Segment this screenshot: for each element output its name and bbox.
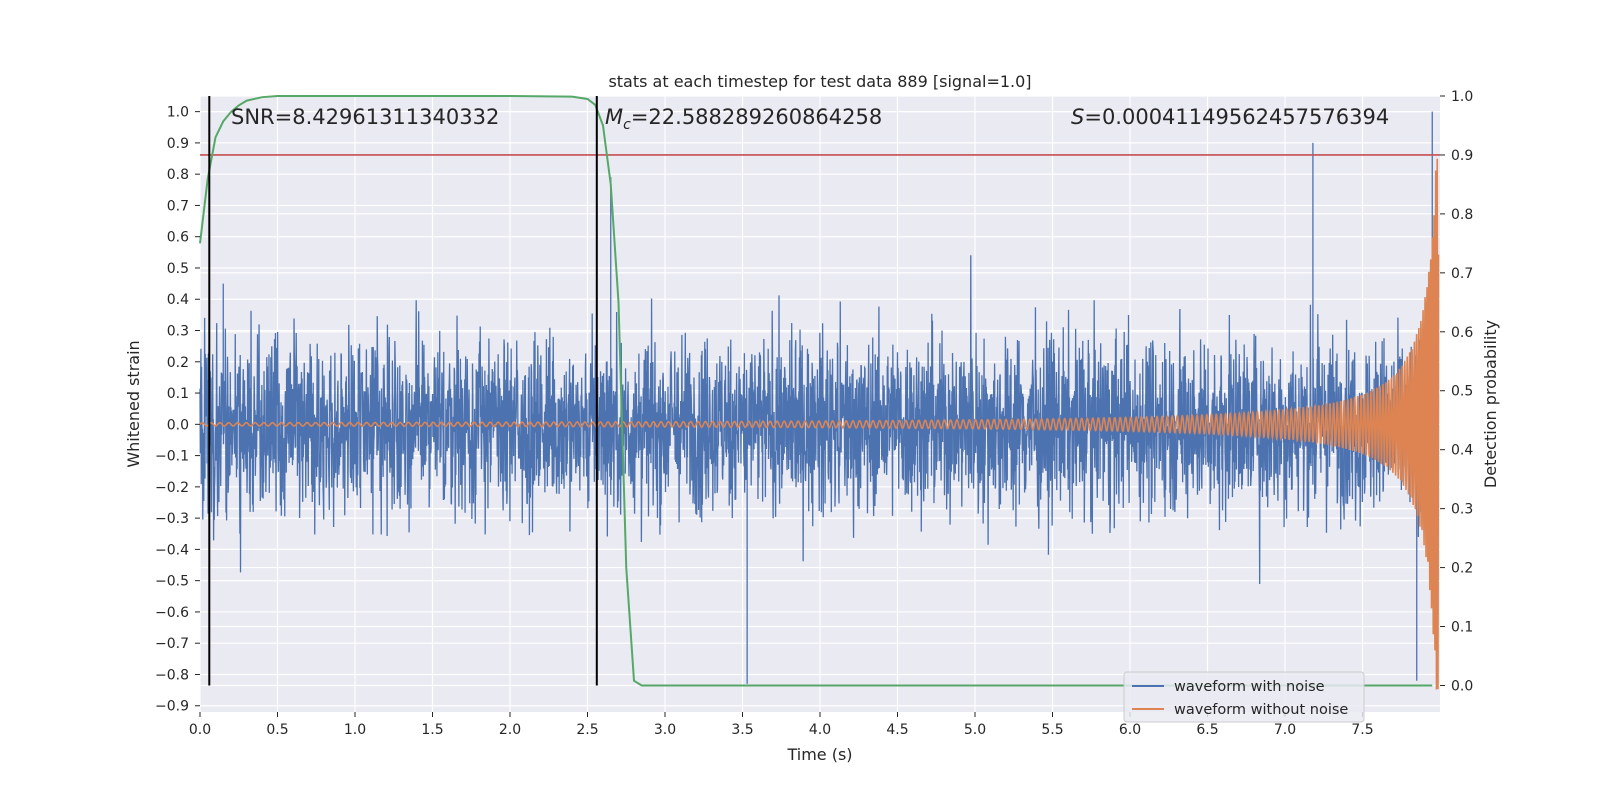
y-tick-label: −0.8 xyxy=(155,667,189,683)
y2-tick-label: 0.1 xyxy=(1451,620,1473,636)
mc-symbol: M xyxy=(605,105,623,129)
x-tick-label: 7.0 xyxy=(1274,722,1296,738)
mc-subscript: c xyxy=(623,117,631,133)
y-tick-label: −0.5 xyxy=(155,574,189,590)
y2-tick-label: 0.5 xyxy=(1451,384,1473,400)
y-tick-label: −0.4 xyxy=(155,542,189,558)
y2-axis-label: Detection probability xyxy=(1481,320,1500,488)
x-tick-label: 5.5 xyxy=(1041,722,1063,738)
y-tick-label: −0.9 xyxy=(155,699,189,715)
y-tick-label: 0.2 xyxy=(167,355,189,371)
y-tick-label: −0.6 xyxy=(155,605,189,621)
y2-tick-label: 0.6 xyxy=(1451,325,1473,341)
y-tick-label: 0.7 xyxy=(167,198,189,214)
x-tick-label: 5.0 xyxy=(964,722,986,738)
s-annotation: S=0.00041149562457576394 xyxy=(1071,105,1389,129)
x-tick-label: 3.0 xyxy=(654,722,676,738)
x-tick-label: 6.5 xyxy=(1196,722,1218,738)
x-tick-label: 2.0 xyxy=(499,722,521,738)
legend: waveform with noise waveform without noi… xyxy=(1123,671,1365,723)
legend-label-noise: waveform with noise xyxy=(1174,679,1325,695)
x-tick-label: 1.0 xyxy=(344,722,366,738)
chart-title: stats at each timestep for test data 889… xyxy=(608,72,1031,91)
y-tick-label: 0.0 xyxy=(167,417,189,433)
y2-tick-label: 0.2 xyxy=(1451,561,1473,577)
series-layer xyxy=(199,95,1440,690)
series-waveform-with-noise xyxy=(199,111,1438,684)
y2-tick-label: 1.0 xyxy=(1451,89,1473,105)
y-tick-label: 0.6 xyxy=(167,230,189,246)
y-tick-label: 0.9 xyxy=(167,136,189,152)
x-tick-label: 2.5 xyxy=(576,722,598,738)
s-symbol: S xyxy=(1071,105,1084,129)
chirp-mass-annotation: Mc=22.588289260864258 xyxy=(605,105,882,133)
snr-annotation: SNR=8.42961311340332 xyxy=(231,105,499,129)
y-tick-label: −0.7 xyxy=(155,636,189,652)
series-detection-probability xyxy=(199,95,1433,687)
y2-tick-label: 0.8 xyxy=(1451,207,1473,223)
x-tick-label: 0.0 xyxy=(189,722,211,738)
mc-value: =22.588289260864258 xyxy=(631,105,882,129)
y-tick-label: −0.3 xyxy=(155,511,189,527)
y2-tick-label: 0.4 xyxy=(1451,443,1473,459)
x-tick-label: 4.0 xyxy=(809,722,831,738)
tick-layer: 0.0 0.5 1.0 1.5 2.0 2.5 3.0 3.5 4.0 4.5 5.0 5.5 6.0 6… xyxy=(155,89,1473,738)
x-tick-label: 4.5 xyxy=(886,722,908,738)
y2-tick-label: 0.0 xyxy=(1451,678,1473,694)
y-tick-label: 1.0 xyxy=(167,105,189,121)
x-axis-label: Time (s) xyxy=(786,745,852,764)
y-axis-label: Whitened strain xyxy=(124,340,143,467)
series-waveform-without-noise xyxy=(199,158,1440,690)
y-tick-label: 0.3 xyxy=(167,324,189,340)
x-tick-label: 7.5 xyxy=(1351,722,1373,738)
x-tick-label: 0.5 xyxy=(266,722,288,738)
s-value: =0.00041149562457576394 xyxy=(1084,105,1389,129)
y2-tick-label: 0.3 xyxy=(1451,502,1473,518)
y-tick-label: 0.5 xyxy=(167,261,189,277)
x-tick-label: 3.5 xyxy=(731,722,753,738)
y-tick-label: 0.1 xyxy=(167,386,189,402)
y-tick-label: 0.8 xyxy=(167,167,189,183)
y-tick-label: 0.4 xyxy=(167,292,189,308)
legend-box xyxy=(1123,671,1365,723)
x-tick-label: 1.5 xyxy=(421,722,443,738)
y-tick-label: −0.2 xyxy=(155,480,189,496)
y-tick-label: −0.1 xyxy=(155,449,189,465)
x-tick-label: 6.0 xyxy=(1119,722,1141,738)
y2-tick-label: 0.9 xyxy=(1451,148,1473,164)
y2-tick-label: 0.7 xyxy=(1451,266,1473,282)
legend-label-clean: waveform without noise xyxy=(1174,702,1348,718)
